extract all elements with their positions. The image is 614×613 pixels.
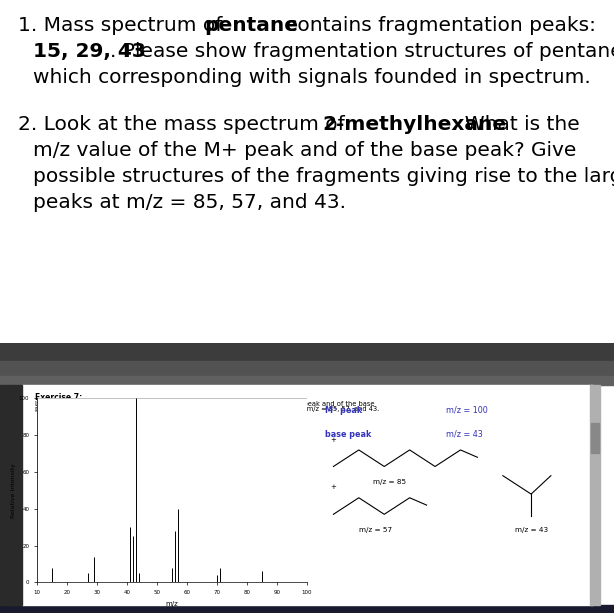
Text: 2-methylhexane: 2-methylhexane (322, 115, 506, 134)
Text: m/z = 85: m/z = 85 (373, 479, 406, 485)
Text: base peak: base peak (325, 430, 371, 439)
Text: +: + (330, 436, 336, 443)
Bar (22, 385, 593, 605)
Bar (0, 361, 614, 376)
Text: 2. Look at the mass spectrum of: 2. Look at the mass spectrum of (18, 115, 351, 134)
Bar (0, 376, 614, 385)
Text: Look at the mass spectrum of 2-methylhexane. What is the m/z value of the M⁺ pea: Look at the mass spectrum of 2-methylhex… (35, 400, 375, 407)
Text: 15, 29, 43: 15, 29, 43 (33, 42, 146, 61)
Text: +: + (330, 484, 336, 490)
Text: which corresponding with signals founded in spectrum.: which corresponding with signals founded… (33, 68, 591, 87)
Bar (0, 605, 614, 613)
Text: Exercise 7:: Exercise 7: (35, 393, 82, 402)
X-axis label: m/z: m/z (166, 601, 178, 606)
Text: m/z = 43: m/z = 43 (515, 527, 548, 533)
Text: m/z = 57: m/z = 57 (359, 527, 392, 533)
Bar (590, 385, 600, 605)
Text: m/z = 100: m/z = 100 (446, 406, 488, 415)
Text: peak? Give possible structures of the fragments giving rise to the large peaks a: peak? Give possible structures of the fr… (35, 406, 379, 412)
Text: M⁺ peak: M⁺ peak (325, 406, 362, 415)
Text: . What is the: . What is the (452, 115, 580, 134)
Bar (0, 343, 614, 361)
Text: contains fragmentation peaks:: contains fragmentation peaks: (280, 16, 596, 35)
Text: possible structures of the fragments giving rise to the large: possible structures of the fragments giv… (33, 167, 614, 186)
Text: 1. Mass spectrum of: 1. Mass spectrum of (18, 16, 229, 35)
Bar (591, 423, 599, 453)
Text: pentane: pentane (204, 16, 298, 35)
Text: m/z = 43: m/z = 43 (446, 430, 483, 439)
Bar (0, 385, 22, 605)
Text: m/z value of the M+ peak and of the base peak? Give: m/z value of the M+ peak and of the base… (33, 140, 577, 159)
Text: . Please show fragmentation structures of pentane: . Please show fragmentation structures o… (110, 42, 614, 61)
Text: peaks at m/z = 85, 57, and 43.: peaks at m/z = 85, 57, and 43. (33, 192, 346, 211)
Y-axis label: Relative Intensity: Relative Intensity (11, 463, 16, 518)
